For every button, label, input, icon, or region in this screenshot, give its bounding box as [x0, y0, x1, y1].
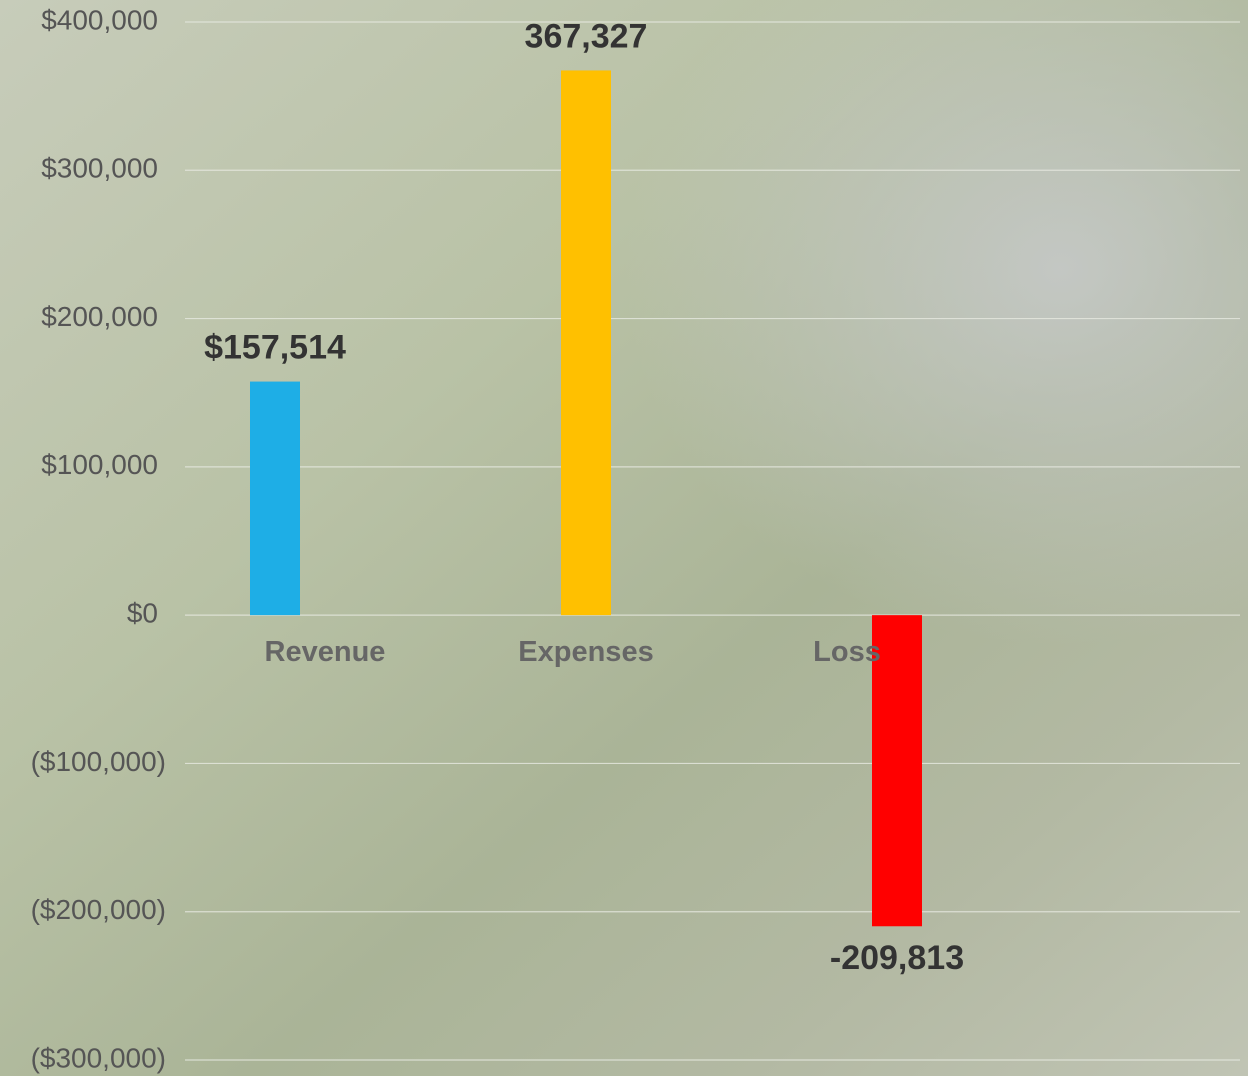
y-tick-label: $100,000 [41, 449, 158, 480]
x-tick-label: Loss [813, 636, 881, 668]
x-tick-label: Revenue [265, 636, 386, 668]
bar [872, 615, 922, 927]
y-tick-label: $300,000 [41, 153, 158, 184]
value-label: 367,327 [525, 17, 648, 55]
y-tick-label: ($200,000) [31, 894, 166, 925]
bar [250, 381, 300, 616]
y-tick-label: ($300,000) [31, 1042, 166, 1073]
y-tick-label: $0 [127, 598, 158, 629]
y-tick-label: $400,000 [41, 4, 158, 35]
y-tick-label: $200,000 [41, 301, 158, 332]
value-label: -209,813 [830, 939, 964, 977]
value-label: $157,514 [204, 329, 346, 367]
y-tick-label: ($100,000) [31, 746, 166, 777]
x-tick-label: Expenses [518, 636, 653, 668]
bar [561, 70, 611, 616]
